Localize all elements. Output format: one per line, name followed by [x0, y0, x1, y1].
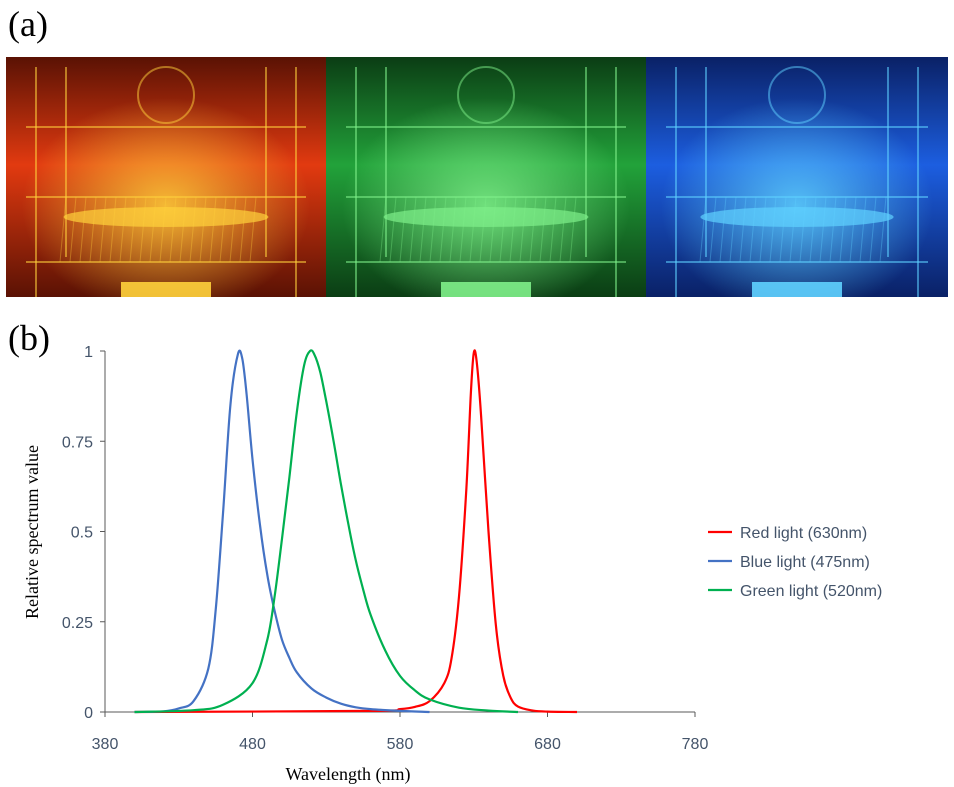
legend-label-red: Red light (630nm): [740, 525, 867, 542]
x-tick-label: 780: [682, 736, 709, 753]
photo-blue-light-chamber: [646, 57, 948, 297]
x-tick-label: 580: [387, 736, 414, 753]
x-axis-title: Wavelength (nm): [285, 764, 410, 785]
x-tick-label: 480: [239, 736, 266, 753]
photo-red-light-chamber: [6, 57, 326, 297]
spectrum-chart: 380 480 580 680 780 0 0.25 0.5 0.75 1 Red light (…: [22, 344, 882, 785]
y-axis-title: Relative spectrum value: [22, 445, 42, 619]
series-line-blue: [134, 349, 430, 714]
series-line-green: [134, 349, 519, 714]
legend-label-blue: Blue light (475nm): [740, 554, 870, 571]
series-line-red: [134, 349, 578, 714]
photo-green-light-chamber: [326, 57, 646, 297]
y-tick-label: 0.5: [71, 525, 93, 542]
panel-label-b: (b): [8, 318, 50, 358]
y-tick-label: 0.75: [62, 434, 93, 451]
panel-label-a: (a): [8, 4, 48, 44]
y-tick-label: 1: [84, 344, 93, 361]
y-tick-label: 0.25: [62, 615, 93, 632]
legend-label-green: Green light (520nm): [740, 583, 882, 600]
x-tick-label: 380: [92, 736, 119, 753]
y-tick-label: 0: [84, 705, 93, 722]
x-tick-label: 680: [534, 736, 561, 753]
